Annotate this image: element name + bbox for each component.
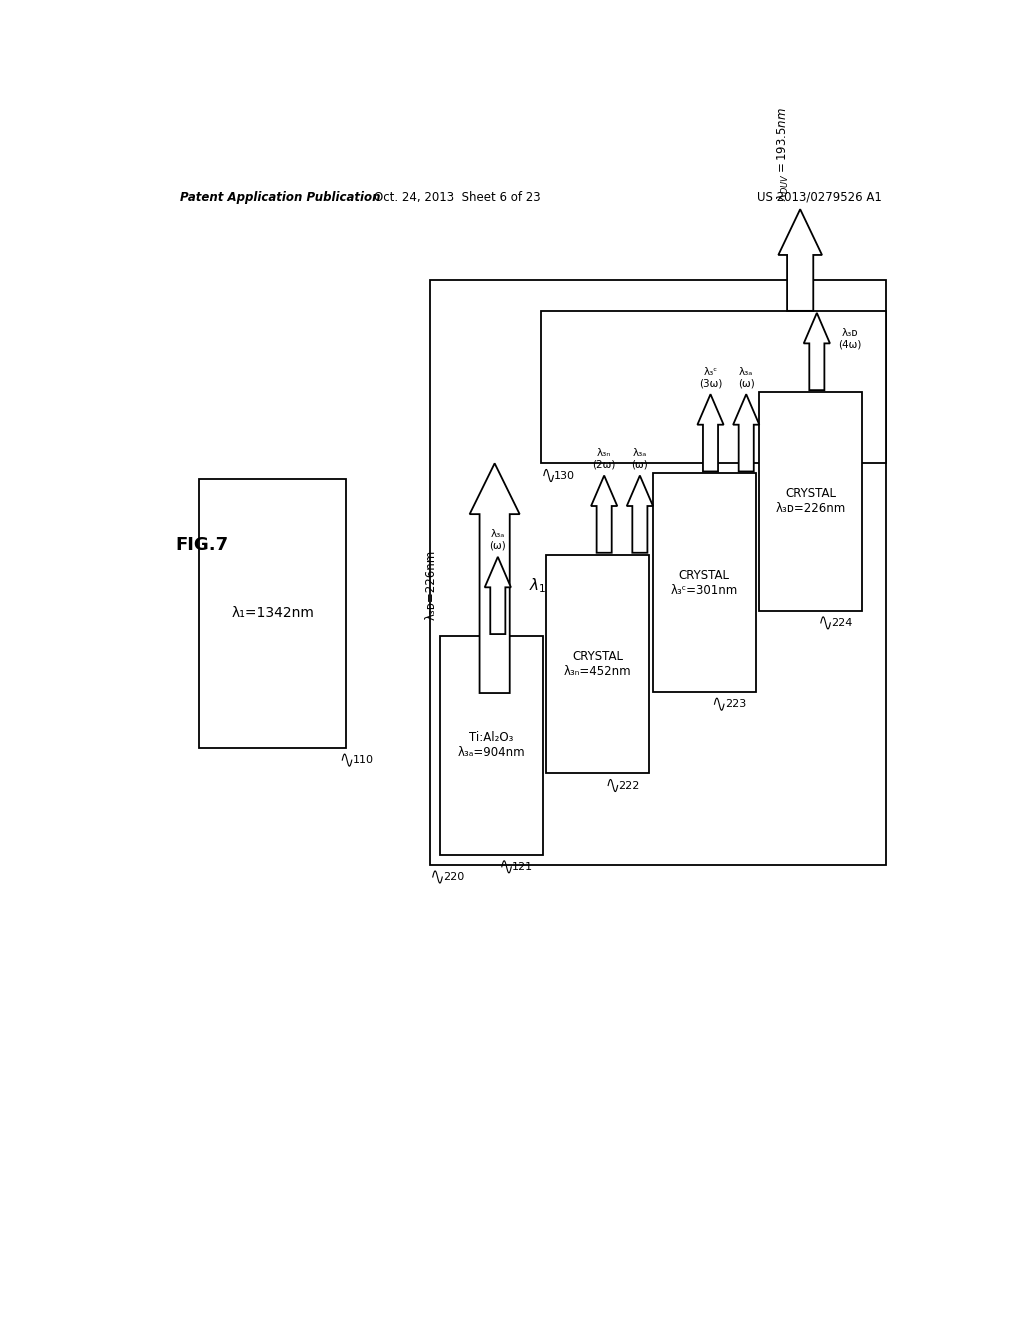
Text: CRYSTAL
λ₃ᴅ=226nm: CRYSTAL λ₃ᴅ=226nm bbox=[775, 487, 846, 515]
Text: λ₃ₐ
(ω): λ₃ₐ (ω) bbox=[632, 447, 648, 470]
Text: CRYSTAL
λ₃ₙ=452nm: CRYSTAL λ₃ₙ=452nm bbox=[564, 649, 632, 678]
Text: $\lambda_1$: $\lambda_1$ bbox=[528, 576, 546, 594]
Text: $\lambda_{DUV}=193.5nm$: $\lambda_{DUV}=193.5nm$ bbox=[776, 107, 792, 201]
Polygon shape bbox=[778, 210, 822, 312]
Text: 130: 130 bbox=[554, 470, 575, 480]
Text: 220: 220 bbox=[443, 873, 464, 882]
Polygon shape bbox=[484, 557, 511, 634]
Text: λ₃ᴅ=226nm: λ₃ᴅ=226nm bbox=[425, 550, 437, 620]
FancyBboxPatch shape bbox=[440, 636, 543, 854]
Polygon shape bbox=[697, 395, 724, 471]
Text: Oct. 24, 2013  Sheet 6 of 23: Oct. 24, 2013 Sheet 6 of 23 bbox=[374, 191, 541, 203]
Text: λ₃ᴅ
(4ω): λ₃ᴅ (4ω) bbox=[839, 327, 861, 350]
Text: 224: 224 bbox=[831, 618, 853, 628]
Polygon shape bbox=[804, 313, 829, 391]
FancyBboxPatch shape bbox=[430, 280, 886, 865]
Text: λ₃ₙ
(2ω): λ₃ₙ (2ω) bbox=[593, 447, 615, 470]
Polygon shape bbox=[470, 463, 519, 693]
Text: λ₃ₐ
(ω): λ₃ₐ (ω) bbox=[738, 367, 755, 388]
Text: λ₁=1342nm: λ₁=1342nm bbox=[231, 606, 314, 620]
Text: US 2013/0279526 A1: US 2013/0279526 A1 bbox=[757, 191, 882, 203]
Polygon shape bbox=[591, 475, 617, 553]
FancyBboxPatch shape bbox=[546, 554, 649, 774]
Polygon shape bbox=[627, 475, 653, 553]
FancyBboxPatch shape bbox=[652, 474, 756, 692]
Text: Ti:Al₂O₃
λ₃ₐ=904nm: Ti:Al₂O₃ λ₃ₐ=904nm bbox=[458, 731, 525, 759]
Text: CRYSTAL
λ₃ᶜ=301nm: CRYSTAL λ₃ᶜ=301nm bbox=[671, 569, 737, 597]
Text: Patent Application Publication: Patent Application Publication bbox=[179, 191, 380, 203]
Polygon shape bbox=[733, 395, 760, 471]
Text: 110: 110 bbox=[352, 755, 374, 766]
FancyBboxPatch shape bbox=[200, 479, 346, 748]
Text: FIG.7: FIG.7 bbox=[176, 536, 228, 553]
Text: 223: 223 bbox=[725, 700, 746, 709]
Text: 222: 222 bbox=[618, 780, 640, 791]
FancyBboxPatch shape bbox=[541, 312, 886, 463]
FancyBboxPatch shape bbox=[759, 392, 862, 611]
Text: λ₃ₐ
(ω): λ₃ₐ (ω) bbox=[489, 529, 506, 550]
Text: 121: 121 bbox=[512, 862, 534, 871]
Text: λ₃ᶜ
(3ω): λ₃ᶜ (3ω) bbox=[698, 367, 722, 388]
